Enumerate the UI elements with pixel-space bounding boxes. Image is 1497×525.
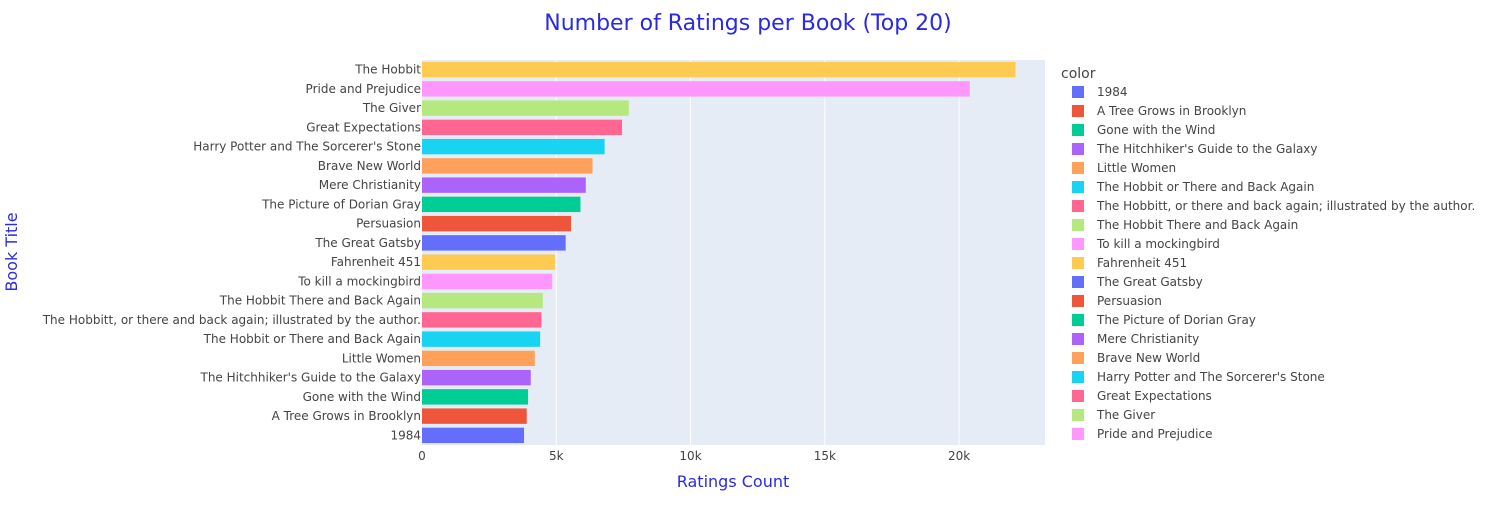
bar (422, 389, 529, 405)
legend-swatch (1072, 219, 1084, 231)
legend-item-label: Pride and Prejudice (1097, 427, 1212, 441)
bar (422, 119, 623, 136)
legend-swatch (1072, 162, 1084, 174)
y-tick-labels: The Hobbit Pride and Prejudice The Giver Gr… (42, 63, 422, 443)
bar (422, 235, 566, 251)
legend-swatch (1072, 352, 1084, 364)
legend-swatch (1072, 143, 1084, 155)
y-tick-label: A Tree Grows in Brooklyn (272, 409, 421, 423)
x-tick-label: 0 (418, 449, 426, 463)
legend-swatch (1072, 333, 1084, 345)
legend-title: color (1061, 66, 1096, 82)
bar (422, 350, 535, 367)
legend-item-label: The Great Gatsby (1096, 275, 1203, 289)
legend-swatch (1072, 181, 1084, 193)
legend-swatch (1072, 124, 1084, 136)
y-tick-label: Great Expectations (306, 120, 421, 134)
chart-title: Number of Ratings per Book (Top 20) (544, 11, 952, 36)
bar (422, 215, 572, 232)
bar (422, 273, 553, 290)
y-tick-label: 1984 (390, 428, 421, 442)
y-tick-label: Persuasion (356, 217, 421, 231)
x-tick-label: 10k (679, 449, 701, 463)
bar (422, 61, 1016, 78)
legend-swatch (1072, 105, 1084, 117)
legend-swatch (1072, 257, 1084, 269)
legend-item-label: 1984 (1097, 85, 1128, 99)
y-axis-title: Book Title (2, 212, 21, 291)
bar (422, 331, 541, 347)
legend-item-label: The Picture of Dorian Gray (1096, 313, 1256, 327)
bar (422, 138, 605, 155)
x-tick-label: 15k (814, 449, 836, 463)
legend-item-label: The Hobbitt, or there and back again; il… (1096, 199, 1475, 213)
legend-item-label: Gone with the Wind (1097, 123, 1215, 137)
y-tick-label: Little Women (342, 351, 421, 365)
y-tick-label: To kill a mockingbird (297, 274, 421, 288)
legend-swatch (1072, 390, 1084, 402)
plot-background (422, 60, 1045, 445)
y-tick-label: Brave New World (318, 159, 421, 173)
legend: color 1984 A Tree Grows in Brooklyn Gone w… (1061, 66, 1475, 441)
y-tick-label: The Hobbitt, or there and back again; il… (42, 313, 421, 327)
x-tick-labels: 0 5k 10k 15k 20k (418, 449, 970, 463)
y-tick-label: The Great Gatsby (314, 236, 421, 250)
bar (422, 196, 581, 213)
legend-item-label: To kill a mockingbird (1096, 237, 1220, 251)
legend-swatch (1072, 200, 1084, 212)
y-tick-label: Harry Potter and The Sorcerer's Stone (193, 140, 421, 154)
legend-swatch (1072, 295, 1084, 307)
legend-item-label: The Giver (1096, 408, 1155, 422)
legend-swatch (1072, 371, 1084, 383)
bar (422, 81, 970, 97)
legend-swatch (1072, 314, 1084, 326)
legend-swatch (1072, 238, 1084, 250)
legend-item-label: A Tree Grows in Brooklyn (1097, 104, 1246, 118)
bar (422, 369, 531, 386)
legend-item-label: Brave New World (1097, 351, 1200, 365)
bar (422, 312, 542, 328)
legend-item-label: Fahrenheit 451 (1097, 256, 1187, 270)
x-tick-label: 5k (549, 449, 564, 463)
x-axis-title: Ratings Count (677, 472, 790, 491)
y-tick-label: The Hobbit There and Back Again (219, 294, 421, 308)
bar (422, 254, 555, 270)
bar (422, 408, 527, 424)
bar (422, 100, 629, 116)
bars (422, 61, 1016, 444)
y-tick-label: The Hitchhiker's Guide to the Galaxy (199, 371, 421, 385)
y-tick-label: The Hobbit or There and Back Again (203, 332, 421, 346)
legend-swatch (1072, 409, 1084, 421)
y-tick-label: The Hobbit (354, 63, 421, 77)
legend-item-label: The Hitchhiker's Guide to the Galaxy (1096, 142, 1318, 156)
bar (422, 427, 525, 444)
legend-item-label: Little Women (1097, 161, 1176, 175)
x-tick-label: 20k (948, 449, 970, 463)
legend-item-label: The Hobbit There and Back Again (1096, 218, 1298, 232)
legend-swatch (1072, 428, 1084, 440)
legend-item-label: Great Expectations (1097, 389, 1212, 403)
legend-item-label: Harry Potter and The Sorcerer's Stone (1097, 370, 1325, 384)
legend-swatch (1072, 276, 1084, 288)
y-tick-label: Gone with the Wind (303, 390, 421, 404)
y-tick-label: Fahrenheit 451 (331, 255, 421, 269)
bar (422, 292, 543, 309)
bar (422, 158, 593, 174)
y-tick-label: The Picture of Dorian Gray (261, 197, 421, 211)
bar (422, 177, 586, 193)
legend-item-label: Persuasion (1097, 294, 1162, 308)
y-tick-label: Pride and Prejudice (306, 82, 421, 96)
gridlines (555, 60, 960, 445)
y-tick-label: Mere Christianity (319, 178, 421, 192)
legend-item-label: The Hobbit or There and Back Again (1096, 180, 1314, 194)
y-tick-label: The Giver (362, 101, 421, 115)
legend-swatch (1072, 86, 1084, 98)
legend-item-label: Mere Christianity (1097, 332, 1199, 346)
